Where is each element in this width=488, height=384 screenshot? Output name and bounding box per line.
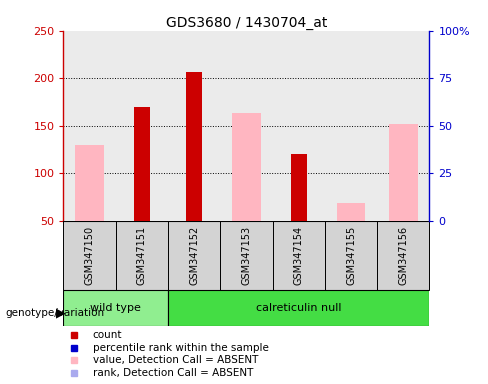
Bar [186,71,202,220]
Bar [377,31,429,220]
Text: genotype/variation: genotype/variation [5,308,104,318]
Bar [134,107,150,220]
FancyBboxPatch shape [63,220,116,290]
Text: calreticulin null: calreticulin null [256,303,342,313]
Bar [325,31,377,220]
FancyBboxPatch shape [116,220,168,290]
FancyBboxPatch shape [168,220,220,290]
Text: GSM347156: GSM347156 [398,226,408,285]
Text: value, Detection Call = ABSENT: value, Detection Call = ABSENT [93,355,258,365]
Text: GSM347150: GSM347150 [84,226,95,285]
Text: count: count [93,330,122,340]
FancyBboxPatch shape [63,290,168,326]
Bar [63,31,116,220]
Bar [232,113,261,220]
Text: GSM347152: GSM347152 [189,226,199,285]
Text: rank, Detection Call = ABSENT: rank, Detection Call = ABSENT [93,368,253,378]
Text: GSM347153: GSM347153 [242,226,251,285]
Bar [75,145,104,220]
FancyBboxPatch shape [220,220,273,290]
Text: GSM347151: GSM347151 [137,226,147,285]
Text: GSM347154: GSM347154 [294,226,304,285]
Bar [220,31,273,220]
Bar [291,154,306,220]
Text: wild type: wild type [90,303,141,313]
Bar [389,124,418,220]
Bar [337,204,366,220]
FancyBboxPatch shape [325,220,377,290]
Text: ▶: ▶ [56,306,66,319]
Bar [168,31,220,220]
Text: percentile rank within the sample: percentile rank within the sample [93,343,268,353]
Bar [273,31,325,220]
FancyBboxPatch shape [273,220,325,290]
FancyBboxPatch shape [377,220,429,290]
Title: GDS3680 / 1430704_at: GDS3680 / 1430704_at [166,16,327,30]
Bar [116,31,168,220]
FancyBboxPatch shape [168,290,429,326]
Text: GSM347155: GSM347155 [346,226,356,285]
